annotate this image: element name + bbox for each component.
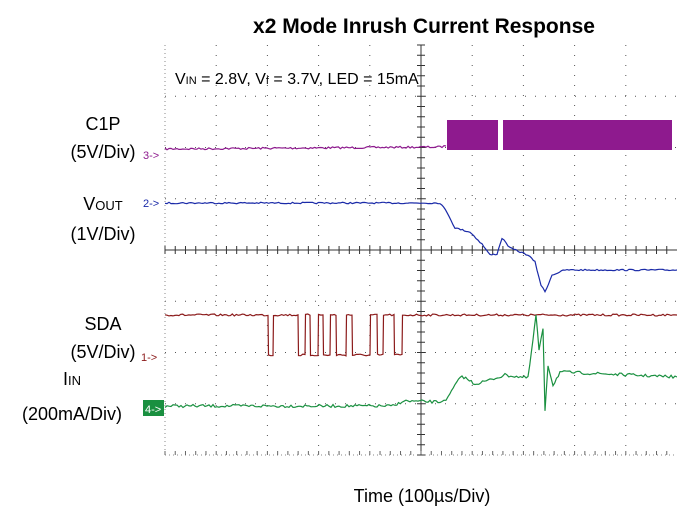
- trace: [164, 201, 677, 294]
- traces: C1P (5V/Div) 3-> VOUT (1V/Div) 2-> SDA (5V/Div)…: [22, 114, 677, 424]
- name-part: OUT: [95, 198, 123, 213]
- trace: [164, 314, 677, 411]
- trace: [164, 313, 677, 357]
- channel-name: VOUT: [83, 194, 123, 214]
- name-part: IN: [68, 373, 81, 388]
- channel-name: IIN: [63, 369, 81, 389]
- grid: [164, 44, 677, 456]
- channel-scale: (200mA/Div): [22, 404, 122, 424]
- switching-band: [447, 120, 672, 150]
- name-part: V: [83, 194, 95, 214]
- trace: [164, 144, 447, 151]
- channel-scale: (1V/Div): [70, 224, 135, 244]
- channel-marker: 1->: [141, 352, 157, 364]
- annotation: VIN = 2.8V, Vf = 3.7V, LED = 15mA: [175, 71, 419, 88]
- channel-name: SDA: [84, 314, 121, 334]
- channel-marker: 3->: [143, 150, 159, 162]
- channel-scale: (5V/Div): [70, 342, 135, 362]
- channel-scale: (5V/Div): [70, 142, 135, 162]
- marker-box: [143, 400, 164, 416]
- name-part: SDA: [84, 314, 121, 334]
- band: [447, 120, 498, 150]
- chart-title: x2 Mode Inrush Current Response: [253, 15, 595, 38]
- name-part: C1P: [85, 114, 120, 134]
- channel-marker: 4->: [145, 404, 161, 416]
- channel-name: C1P: [85, 114, 120, 134]
- channel-marker: 2->: [143, 198, 159, 210]
- band: [503, 120, 672, 150]
- x-axis-label: Time (100µs/Div): [354, 486, 491, 506]
- name-part: I: [63, 369, 68, 389]
